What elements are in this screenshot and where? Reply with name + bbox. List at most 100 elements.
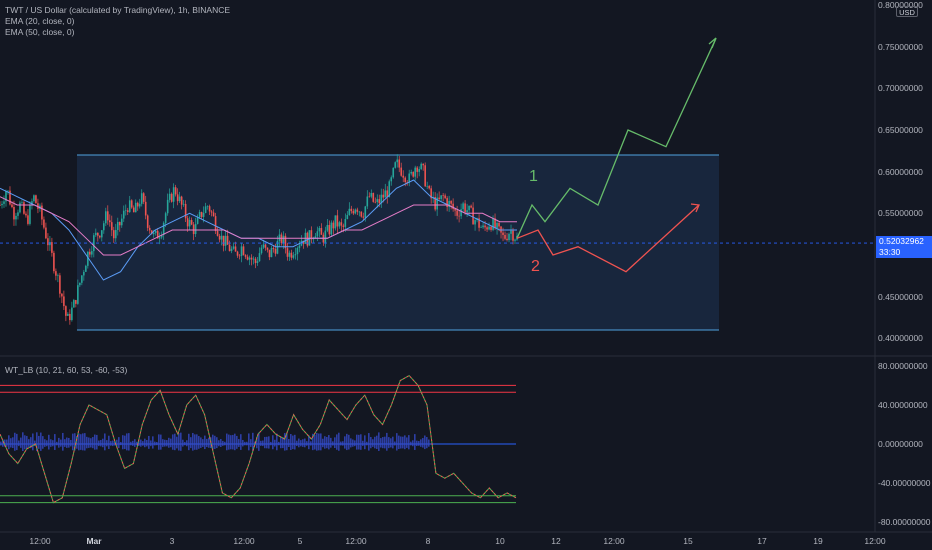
histogram-bar <box>120 442 122 446</box>
histogram-bar <box>60 439 62 447</box>
candle-body <box>298 245 301 248</box>
candle-body <box>83 271 85 276</box>
histogram-bar <box>96 434 98 450</box>
candle-body <box>136 202 139 207</box>
candle-body <box>55 271 57 276</box>
histogram-bar <box>300 440 302 447</box>
candle-body <box>276 240 279 254</box>
symbol-title[interactable]: TWT / US Dollar (calculated by TradingVi… <box>5 5 231 15</box>
oscillator-tick-label: -40.00000000 <box>878 478 931 489</box>
histogram-bar <box>292 435 294 450</box>
histogram-bar <box>374 436 376 449</box>
ema20-legend[interactable]: EMA (20, close, 0) <box>5 16 75 26</box>
histogram-bar <box>16 433 18 451</box>
candle-body <box>452 203 454 209</box>
candle-body <box>270 248 273 258</box>
candle-body <box>172 187 175 202</box>
candle-body <box>486 227 488 230</box>
candle-body <box>264 244 267 248</box>
histogram-bar <box>346 433 348 451</box>
candle-body <box>354 209 357 214</box>
histogram-bar <box>216 437 218 449</box>
histogram-bar <box>410 441 412 446</box>
histogram-bar <box>116 439 118 447</box>
bearish-arrow-head <box>690 203 700 213</box>
histogram-bar <box>0 441 2 446</box>
histogram-bar <box>348 434 350 450</box>
histogram-bar <box>154 441 156 446</box>
price-tick-label: 0.80000000 <box>878 0 923 10</box>
histogram-bar <box>334 437 336 448</box>
histogram-bar <box>90 438 92 448</box>
candle-body <box>95 232 97 236</box>
histogram-bar <box>28 439 30 447</box>
candle-body <box>402 175 405 178</box>
candle-body <box>19 202 21 213</box>
histogram-bar <box>336 434 338 450</box>
candle-body <box>326 225 329 231</box>
price-channel <box>77 155 719 330</box>
histogram-bar <box>212 434 214 450</box>
histogram-bar <box>352 439 354 447</box>
histogram-bar <box>78 433 80 451</box>
histogram-bar <box>408 435 410 450</box>
histogram-bar <box>404 435 406 450</box>
histogram-bar <box>180 432 182 451</box>
histogram-bar <box>308 435 310 450</box>
histogram-bar <box>150 440 152 447</box>
candle-body <box>288 252 291 257</box>
indicator-legend[interactable]: WT_LB (10, 21, 60, 53, -60, -53) <box>5 365 128 375</box>
candle-body <box>37 203 39 209</box>
candle-body <box>160 235 163 238</box>
time-tick-label: 12:00 <box>233 536 255 546</box>
candle-body <box>346 215 349 220</box>
histogram-bar <box>400 436 402 449</box>
histogram-bar <box>146 439 148 447</box>
candle-body <box>284 235 287 249</box>
candle-body <box>218 235 221 240</box>
histogram-bar <box>364 435 366 450</box>
candle-body <box>400 167 403 176</box>
candle-body <box>77 285 79 304</box>
histogram-bar <box>126 433 128 451</box>
candle-body <box>9 190 11 205</box>
candle-body <box>438 197 440 199</box>
histogram-bar <box>156 441 158 446</box>
histogram-bar <box>122 435 124 450</box>
histogram-bar <box>320 433 322 451</box>
histogram-bar <box>152 436 154 449</box>
candle-body <box>140 193 143 204</box>
candle-body <box>128 200 131 212</box>
histogram-bar <box>138 440 140 446</box>
candle-body <box>7 190 9 192</box>
histogram-bar <box>294 434 296 450</box>
currency-badge[interactable]: USD <box>896 6 918 17</box>
candle-body <box>124 210 127 211</box>
candle-body <box>49 242 51 246</box>
candle-body <box>316 231 319 237</box>
candle-body <box>250 257 253 260</box>
histogram-bar <box>386 432 388 451</box>
histogram-bar <box>130 441 132 446</box>
time-tick-label: 19 <box>813 536 823 546</box>
candle-body <box>272 248 275 249</box>
candle-body <box>424 165 426 187</box>
histogram-bar <box>98 440 100 447</box>
candle-body <box>71 307 73 321</box>
candle-body <box>168 193 171 200</box>
histogram-bar <box>350 438 352 448</box>
histogram-bar <box>398 435 400 450</box>
candle-body <box>370 192 373 197</box>
ema50-legend[interactable]: EMA (50, close, 0) <box>5 27 75 37</box>
histogram-bar <box>342 441 344 446</box>
histogram-bar <box>418 441 420 446</box>
candle-body <box>332 222 335 229</box>
candle-body <box>340 222 343 226</box>
candle-body <box>146 215 149 228</box>
histogram-bar <box>248 433 250 451</box>
histogram-bar <box>20 437 22 448</box>
candle-body <box>408 173 411 183</box>
wave-line-red <box>0 374 517 504</box>
candle-body <box>67 313 69 316</box>
